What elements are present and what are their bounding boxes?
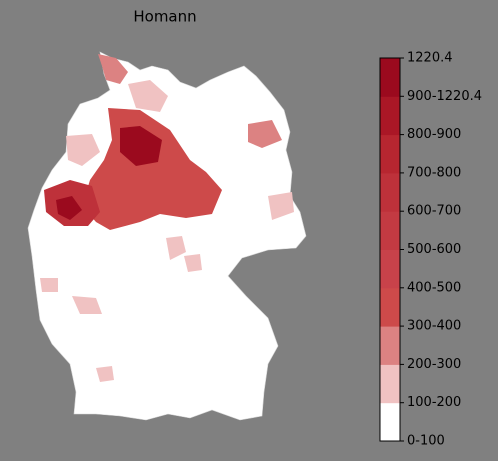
region [248,120,282,148]
region [268,192,294,220]
region [40,278,58,292]
colorbar-segment [380,134,400,174]
colorbar-label: 500-600 [407,242,461,257]
colorbar-segment [380,172,400,212]
colorbar-label: 0-100 [407,434,445,449]
region [56,196,82,220]
colorbar-segment [380,287,400,327]
region-shading [40,54,294,382]
colorbar-segment [380,249,400,289]
colorbar-segment [380,58,400,97]
colorbar-label: 400-500 [407,280,461,295]
colorbar-segment [380,211,400,250]
colorbar-segment [380,96,400,136]
colorbar-label: 800-900 [407,127,461,142]
region [184,254,202,272]
colorbar-label: 100-200 [407,395,461,410]
germany-map [27,51,307,421]
region [98,54,128,84]
colorbar-label: 700-800 [407,165,461,180]
region [96,366,114,382]
map-title: Homann [133,8,196,26]
colorbar-segment [380,402,400,442]
region [166,236,186,260]
colorbar-label: 1220.4 [407,51,453,66]
region [72,296,102,314]
country-outline [27,51,307,421]
colorbar-segment [380,326,400,365]
region [82,108,222,230]
colorbar-label: 900-1220.4 [407,89,482,104]
colorbar-label: 200-300 [407,357,461,372]
colorbar: 0-100 100-200 200-300 300-400 400-500 500-600… [379,51,482,449]
region [128,80,168,112]
colorbar-label: 300-400 [407,319,461,334]
region [120,126,162,166]
region [66,134,100,166]
colorbar-label: 600-700 [407,204,461,219]
colorbar-segment [380,364,400,404]
